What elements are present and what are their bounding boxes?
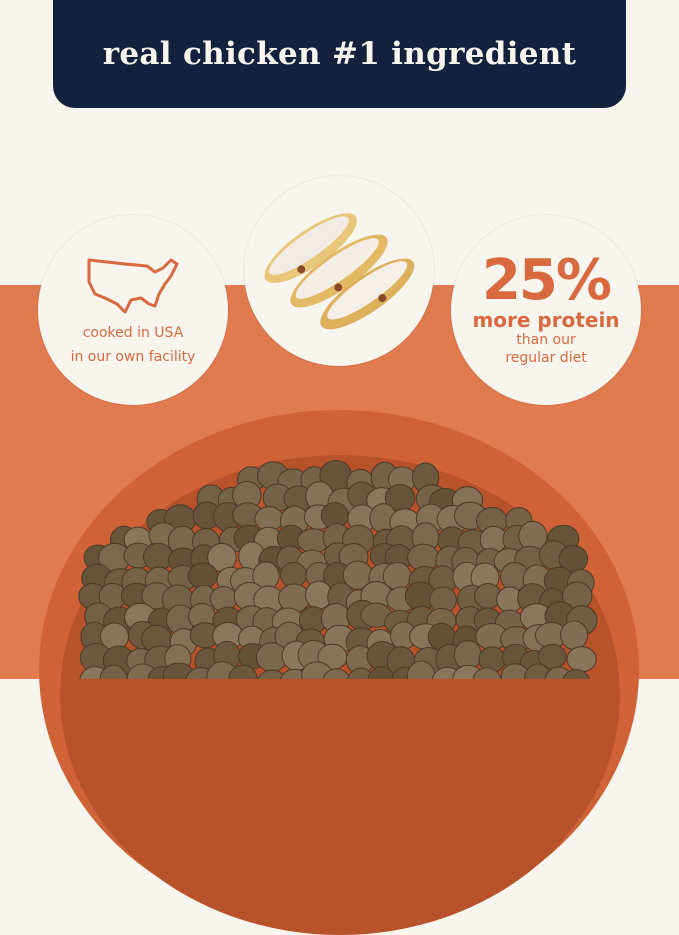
kibble [560,620,589,650]
protein-badge: 25% more protein than our regular diet [451,215,641,405]
kibble [99,664,128,679]
usa-text-line2: in our own facility [70,349,196,365]
kibble [472,667,502,679]
chicken-badge [244,176,434,366]
protein-percent: 25% [481,248,612,313]
sliced-chicken-image [264,213,415,330]
kibble [187,562,218,589]
protein-subtext-2: regular diet [505,350,587,366]
kibble [322,668,351,679]
usa-map-icon [87,258,179,314]
protein-text: more protein [472,308,620,332]
kibble [562,668,590,679]
kibble-pile [78,459,598,679]
made-in-usa-badge: cooked in USA in our own facility [38,215,228,405]
kibble [566,646,597,673]
usa-text-line1: cooked in USA [82,325,184,341]
protein-subtext-1: than our [516,332,576,348]
kibble [347,667,375,679]
headline-banner: real chicken #1 ingredient [53,0,626,108]
banner-title: real chicken #1 ingredient [102,36,577,72]
kibble [257,669,287,679]
kibble [367,666,396,679]
